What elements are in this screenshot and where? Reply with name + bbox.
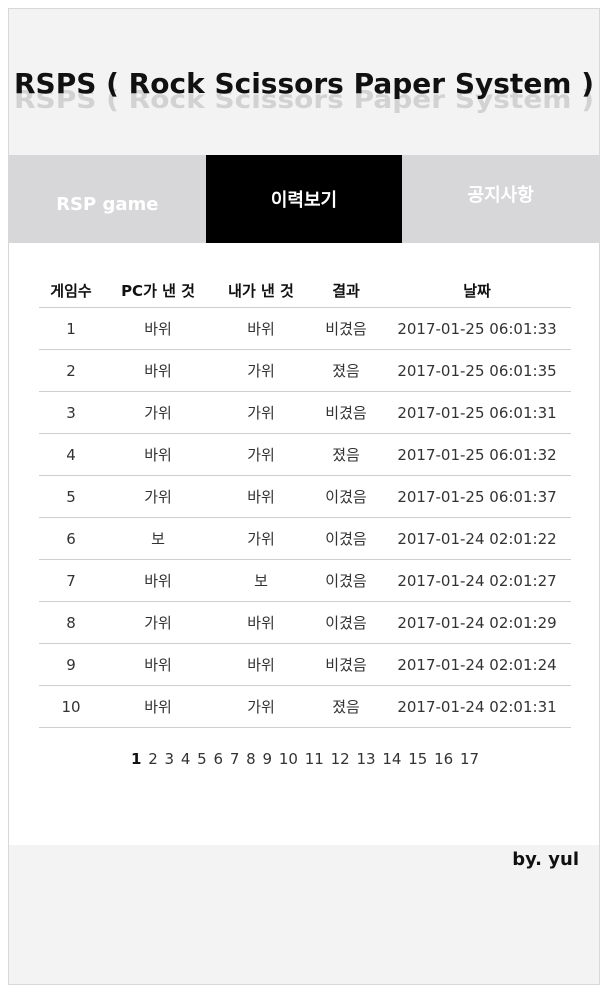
cell-date: 2017-01-25 06:01:33 xyxy=(383,307,571,350)
cell-result: 이겼음 xyxy=(309,517,383,560)
page-link[interactable]: 17 xyxy=(459,750,480,768)
footer: by. yul xyxy=(9,845,599,984)
cell-date: 2017-01-25 06:01:31 xyxy=(383,391,571,434)
main-nav: RSP game 이력보기 공지사항 xyxy=(9,155,599,243)
cell-date: 2017-01-25 06:01:37 xyxy=(383,475,571,518)
page-title-shadow: RSPS ( Rock Scissors Paper System ) xyxy=(13,84,595,115)
page-link[interactable]: 13 xyxy=(356,750,376,768)
table-row: 7 바위 보 이겼음 2017-01-24 02:01:27 xyxy=(39,559,571,602)
cell-pc-choice: 보 xyxy=(103,517,213,560)
cell-my-choice: 보 xyxy=(213,559,309,602)
cell-date: 2017-01-24 02:01:27 xyxy=(383,559,571,602)
page-link[interactable]: 10 xyxy=(278,750,298,768)
col-result: 결과 xyxy=(309,273,383,308)
cell-result: 졌음 xyxy=(309,685,383,728)
history-table-body: 1 바위 바위 비겼음 2017-01-25 06:01:33 2 바위 가위 졌음 2017-0… xyxy=(39,307,571,728)
table-row: 10 바위 가위 졌음 2017-01-24 02:01:31 xyxy=(39,685,571,728)
cell-my-choice: 바위 xyxy=(213,643,309,686)
table-header-row: 게임수 PC가 낸 것 내가 낸 것 결과 날짜 xyxy=(39,273,571,308)
cell-result: 이겼음 xyxy=(309,601,383,644)
cell-my-choice: 가위 xyxy=(213,349,309,392)
cell-pc-choice: 가위 xyxy=(103,391,213,434)
footer-byline: by. yul xyxy=(512,849,579,870)
table-row: 4 바위 가위 졌음 2017-01-25 06:01:32 xyxy=(39,433,571,476)
cell-game-count: 2 xyxy=(39,349,103,392)
cell-pc-choice: 바위 xyxy=(103,643,213,686)
table-row: 9 바위 바위 비겼음 2017-01-24 02:01:24 xyxy=(39,643,571,686)
cell-my-choice: 가위 xyxy=(213,391,309,434)
page-link[interactable]: 7 xyxy=(229,750,240,768)
cell-result: 비겼음 xyxy=(309,391,383,434)
page-link[interactable]: 11 xyxy=(304,750,324,768)
page-link[interactable]: 4 xyxy=(180,750,191,768)
cell-game-count: 5 xyxy=(39,475,103,518)
cell-game-count: 6 xyxy=(39,517,103,560)
cell-result: 이겼음 xyxy=(309,559,383,602)
pagination: 1 2 3 4 5 6 7 8 9 10 11 12 13 14 15 16 1… xyxy=(39,750,571,768)
col-date: 날짜 xyxy=(383,273,571,308)
table-row: 2 바위 가위 졌음 2017-01-25 06:01:35 xyxy=(39,349,571,392)
page-link[interactable]: 1 xyxy=(130,750,142,768)
table-row: 3 가위 가위 비겼음 2017-01-25 06:01:31 xyxy=(39,391,571,434)
page-link[interactable]: 14 xyxy=(382,750,402,768)
history-table: 게임수 PC가 낸 것 내가 낸 것 결과 날짜 1 바위 바위 비겼음 2017-01… xyxy=(39,273,571,728)
page-link[interactable]: 16 xyxy=(434,750,454,768)
cell-game-count: 7 xyxy=(39,559,103,602)
cell-game-count: 1 xyxy=(39,307,103,350)
cell-pc-choice: 바위 xyxy=(103,307,213,350)
table-row: 5 가위 바위 이겼음 2017-01-25 06:01:37 xyxy=(39,475,571,518)
page-title: RSPS ( Rock Scissors Paper System ) xyxy=(13,67,595,100)
cell-game-count: 8 xyxy=(39,601,103,644)
cell-result: 비겼음 xyxy=(309,643,383,686)
cell-result: 졌음 xyxy=(309,349,383,392)
page-link[interactable]: 12 xyxy=(330,750,350,768)
page-link[interactable]: 8 xyxy=(246,750,256,768)
tab-notice[interactable]: 공지사항 xyxy=(467,185,534,206)
cell-game-count: 9 xyxy=(39,643,103,686)
cell-my-choice: 바위 xyxy=(213,475,309,518)
cell-my-choice: 가위 xyxy=(213,517,309,560)
page-link[interactable]: 15 xyxy=(408,750,428,768)
page-link[interactable]: 5 xyxy=(197,750,207,768)
cell-result: 졌음 xyxy=(309,433,383,476)
cell-pc-choice: 바위 xyxy=(103,349,213,392)
cell-date: 2017-01-24 02:01:31 xyxy=(383,685,571,728)
cell-my-choice: 바위 xyxy=(213,307,309,350)
cell-game-count: 10 xyxy=(39,685,103,728)
col-pc-choice: PC가 낸 것 xyxy=(103,273,213,308)
cell-pc-choice: 바위 xyxy=(103,685,213,728)
tab-history[interactable]: 이력보기 xyxy=(205,155,403,243)
cell-date: 2017-01-24 02:01:24 xyxy=(383,643,571,686)
page-link[interactable]: 2 xyxy=(148,750,158,768)
col-my-choice: 내가 낸 것 xyxy=(213,273,309,308)
page-link[interactable]: 6 xyxy=(213,750,224,768)
cell-result: 이겼음 xyxy=(309,475,383,518)
cell-date: 2017-01-25 06:01:32 xyxy=(383,433,571,476)
table-row: 8 가위 바위 이겼음 2017-01-24 02:01:29 xyxy=(39,601,571,644)
cell-result: 비겼음 xyxy=(309,307,383,350)
history-section: 게임수 PC가 낸 것 내가 낸 것 결과 날짜 1 바위 바위 비겼음 2017-01… xyxy=(39,273,571,768)
cell-pc-choice: 바위 xyxy=(103,433,213,476)
cell-pc-choice: 바위 xyxy=(103,559,213,602)
cell-my-choice: 가위 xyxy=(213,433,309,476)
cell-pc-choice: 가위 xyxy=(103,601,213,644)
cell-game-count: 3 xyxy=(39,391,103,434)
col-game-count: 게임수 xyxy=(39,273,103,308)
cell-pc-choice: 가위 xyxy=(103,475,213,518)
table-row: 1 바위 바위 비겼음 2017-01-25 06:01:33 xyxy=(39,307,571,350)
cell-date: 2017-01-25 06:01:35 xyxy=(383,349,571,392)
cell-my-choice: 가위 xyxy=(213,685,309,728)
cell-game-count: 4 xyxy=(39,433,103,476)
page-link[interactable]: 3 xyxy=(164,750,175,768)
table-row: 6 보 가위 이겼음 2017-01-24 02:01:22 xyxy=(39,517,571,560)
header: RSPS ( Rock Scissors Paper System ) RSPS… xyxy=(9,9,599,155)
cell-date: 2017-01-24 02:01:29 xyxy=(383,601,571,644)
cell-date: 2017-01-24 02:01:22 xyxy=(383,517,571,560)
tab-rsp-game[interactable]: RSP game xyxy=(56,193,159,215)
page-frame: RSPS ( Rock Scissors Paper System ) RSPS… xyxy=(8,8,600,985)
cell-my-choice: 바위 xyxy=(213,601,309,644)
page-link[interactable]: 9 xyxy=(262,750,273,768)
